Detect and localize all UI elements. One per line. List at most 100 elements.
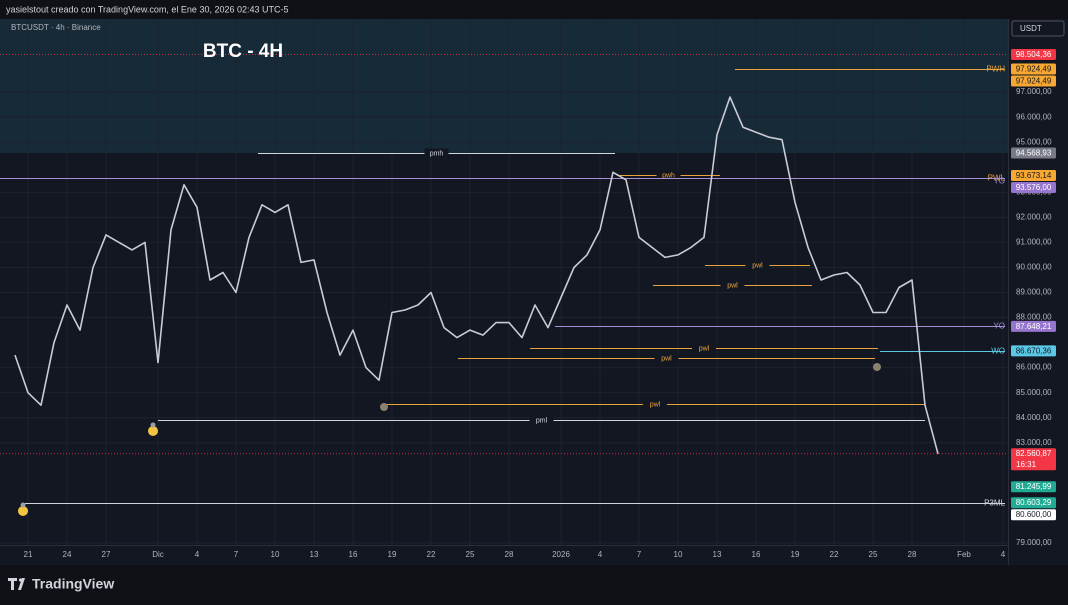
y-tick-label: 79.000,00 [1016,538,1052,547]
x-tick-label: 10 [271,550,280,559]
y-tick-label: 85.000,00 [1016,388,1052,397]
level-label: pwh [662,172,675,179]
price-badge-label: 97.924,49 [1016,76,1052,85]
price-badge-label: 80.600,00 [1016,510,1052,519]
x-tick-label: 7 [234,550,239,559]
price-badge [1011,48,1056,60]
x-tick-label: 25 [869,550,878,559]
price-badge-label: 87.648,21 [1016,322,1052,331]
y-tick-label: 95.000,00 [1016,137,1052,146]
x-tick-label: 22 [830,550,839,559]
x-tick-label: 4 [598,550,603,559]
price-badge-label: 93.576,00 [1016,183,1052,192]
x-tick-label: 21 [24,550,33,559]
x-tick-label: 13 [713,550,722,559]
x-tick-label: 2026 [552,550,570,559]
x-tick-label: 7 [637,550,642,559]
level-label: pmh [430,150,444,157]
x-tick-label: 25 [466,550,475,559]
x-tick-label: 28 [908,550,917,559]
y-tick-label: 97.000,00 [1016,87,1052,96]
bulb-icon [18,506,28,516]
level-label-bg [529,415,554,426]
level-label-bg [656,170,681,181]
level-label: pwl [650,401,661,408]
logo-icon [8,578,25,590]
price-badge [1011,75,1056,87]
caption: yasielstout creado con TradingView.com, … [6,4,289,14]
level-label: PWH [986,65,1005,74]
x-tick-label: Dic [152,550,164,559]
x-tick-label: 16 [349,550,358,559]
level-label-bg [424,148,449,159]
y-tick-label: 86.000,00 [1016,363,1052,372]
level-label: pwl [699,345,710,352]
price-badge-sub: 16:31 [1016,460,1037,469]
level-label: pwl [661,355,672,362]
symbol: BTCUSDT · 4h · Binance [11,23,101,32]
y-tick-label: 91.000,00 [1016,238,1052,247]
price-badge-label: 94.568,93 [1016,148,1052,157]
x-tick-label: 27 [102,550,111,559]
level-label-bg [745,260,770,271]
x-tick-label: 24 [63,550,72,559]
level-label: P3ML [984,499,1005,508]
price-badge-label: 80.603,29 [1016,498,1052,507]
y-tick-label: 96.000,00 [1016,112,1052,121]
bulb-icon [148,426,158,436]
price-badge-label: 81.245,99 [1016,482,1052,491]
x-tick-label: 4 [195,550,200,559]
price-badge [1011,181,1056,193]
price-badge [1011,509,1056,521]
price-axis [1008,19,1068,565]
level-label-bg [654,353,679,364]
bulb-icon-top [150,422,156,428]
price-badge [1011,169,1056,181]
price-badge-label: 86.670,36 [1016,346,1052,355]
price-badge [1011,147,1056,159]
x-tick-label: 13 [310,550,319,559]
price-badge [1011,345,1056,357]
chart-title: BTC - 4H [203,41,283,62]
level-anchor [380,403,388,411]
price-badge [1011,320,1056,332]
currency-box[interactable] [1011,20,1065,37]
bulb-icon-top [20,502,26,508]
logo[interactable]: TradingView [32,576,114,592]
y-tick-label: 84.000,00 [1016,413,1052,422]
level-label-bg [692,343,716,354]
level-label: pwl [752,262,763,269]
x-tick-label: 19 [791,550,800,559]
x-tick-label: Feb [957,550,971,559]
y-tick-label: 83.000,00 [1016,438,1052,447]
price-badge-label: 82.560,87 [1016,449,1052,458]
level-anchor [873,363,881,371]
level-label: WO [991,347,1005,356]
price-badge-label: 98.504,36 [1016,50,1052,59]
price-line [14,96,939,455]
level-label-bg [720,280,745,291]
x-tick-label: 10 [674,550,683,559]
price-badge [1011,481,1056,493]
y-tick-label: 90.000,00 [1016,263,1052,272]
price-badge [1011,448,1056,471]
x-tick-label: 22 [427,550,436,559]
y-tick-label: 89.000,00 [1016,288,1052,297]
x-tick-label: 19 [388,550,397,559]
level-label: pml [536,417,548,424]
level-label-bg [643,399,667,410]
x-tick-label: 16 [752,550,761,559]
level-label: pwl [727,282,738,289]
price-badge [1011,497,1056,509]
level-label: YO [993,177,1005,186]
price-badge-label: 97.924,49 [1016,64,1052,73]
x-tick-label: 4 [1001,550,1006,559]
y-tick-label: 92.000,00 [1016,212,1052,221]
level-label: YO [993,322,1005,331]
price-badge-label: 93.673,14 [1016,171,1052,180]
x-tick-label: 28 [505,550,514,559]
range-zone [0,19,1008,154]
y-tick-label: 88.000,00 [1016,313,1052,322]
price-badge [1011,63,1056,75]
